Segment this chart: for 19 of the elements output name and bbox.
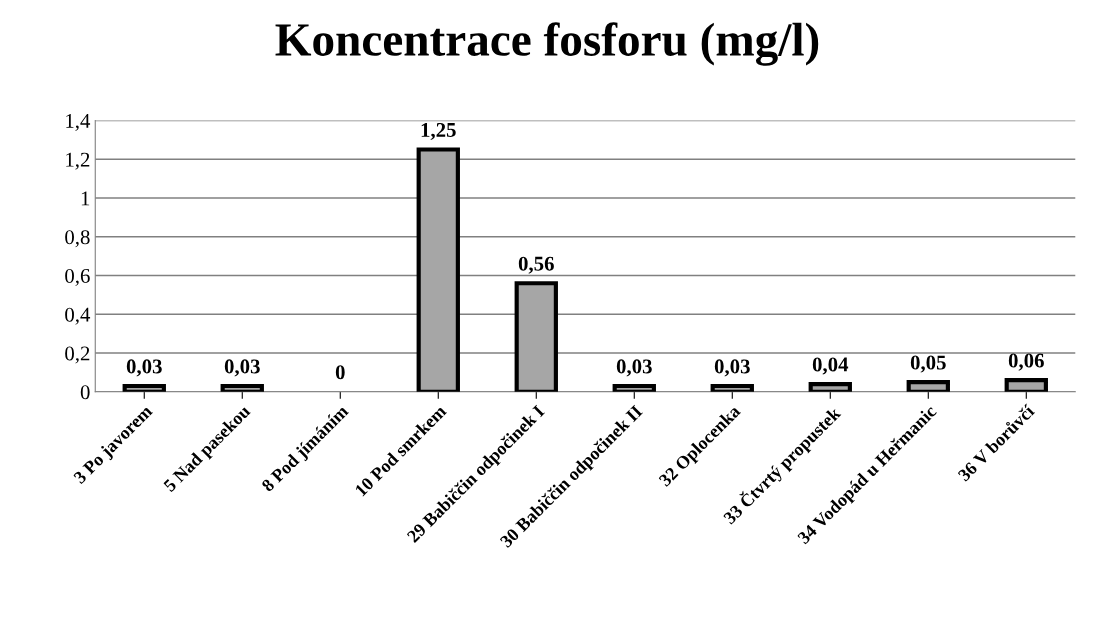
y-tick-label: 0,6 — [65, 268, 90, 286]
y-tick-label: 0 — [80, 385, 90, 400]
data-label: 0,04 — [812, 357, 849, 375]
data-label: 0,03 — [126, 359, 162, 377]
data-label: 0,06 — [1008, 353, 1044, 371]
y-tick-label: 0,4 — [65, 307, 91, 325]
data-label: 0,05 — [910, 355, 946, 373]
data-label: 0 — [335, 365, 345, 380]
data-label: 0,03 — [616, 359, 652, 377]
data-label: 0,56 — [518, 256, 554, 274]
data-label: 1,25 — [421, 122, 456, 140]
chart-title: Koncentrace fosforu (mg/l) — [275, 22, 819, 66]
y-tick-label: 1 — [81, 191, 90, 206]
y-tick-label: 0,8 — [65, 230, 90, 248]
y-tick-label: 0,2 — [65, 346, 90, 364]
y-tick-label: 1,4 — [66, 113, 91, 131]
data-label: 0,03 — [714, 359, 750, 377]
y-tick-label: 1,2 — [66, 152, 90, 170]
data-label: 0,03 — [224, 359, 260, 377]
